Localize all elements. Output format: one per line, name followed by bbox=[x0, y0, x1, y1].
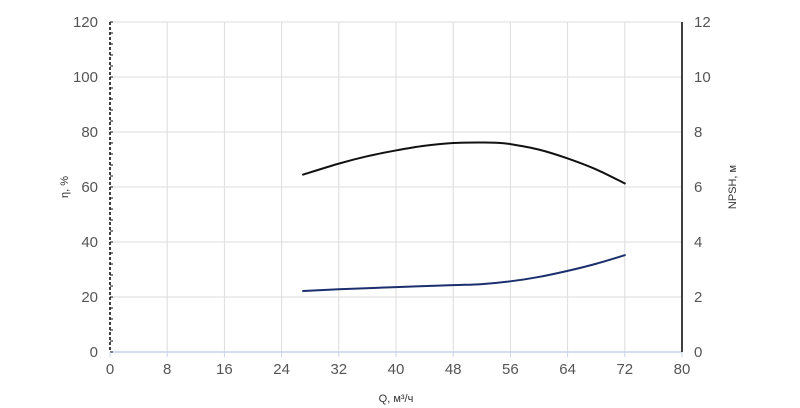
x-tick-label: 0 bbox=[106, 361, 114, 378]
x-tick-label: 24 bbox=[273, 361, 290, 378]
y-left-tick-label: 120 bbox=[73, 14, 98, 31]
y-right-axis-title: NPSH, м bbox=[727, 165, 739, 209]
y-left-tick-label: 80 bbox=[81, 124, 98, 141]
efficiency-series-line bbox=[302, 141, 626, 185]
y-right-tick-label: 0 bbox=[694, 344, 702, 361]
y-left-tick-label: 0 bbox=[90, 344, 98, 361]
x-tick-label: 72 bbox=[616, 361, 633, 378]
y-right-tick-label: 6 bbox=[694, 179, 702, 196]
y-right-tick-label: 10 bbox=[694, 69, 711, 86]
y-right-tick-label: 4 bbox=[694, 234, 702, 251]
npsh-series-line bbox=[302, 254, 626, 292]
y-left-axis-title: η, % bbox=[59, 176, 71, 198]
x-tick-label: 16 bbox=[216, 361, 233, 378]
x-tick-label: 40 bbox=[388, 361, 405, 378]
y-left-tick-label: 20 bbox=[81, 289, 98, 306]
y-left-tick-label: 60 bbox=[81, 179, 98, 196]
x-axis-title: Q, м³/ч bbox=[379, 393, 414, 405]
x-tick-label: 56 bbox=[502, 361, 519, 378]
x-tick-label: 48 bbox=[445, 361, 462, 378]
y-right-tick-label: 12 bbox=[694, 14, 711, 31]
y-right-tick-label: 8 bbox=[694, 124, 702, 141]
y-left-tick-label: 100 bbox=[73, 69, 98, 86]
y-right-tick-label: 2 bbox=[694, 289, 702, 306]
x-tick-label: 8 bbox=[163, 361, 171, 378]
x-tick-label: 64 bbox=[559, 361, 576, 378]
y-left-tick-label: 40 bbox=[81, 234, 98, 251]
x-tick-label: 32 bbox=[330, 361, 347, 378]
x-tick-label: 80 bbox=[674, 361, 691, 378]
